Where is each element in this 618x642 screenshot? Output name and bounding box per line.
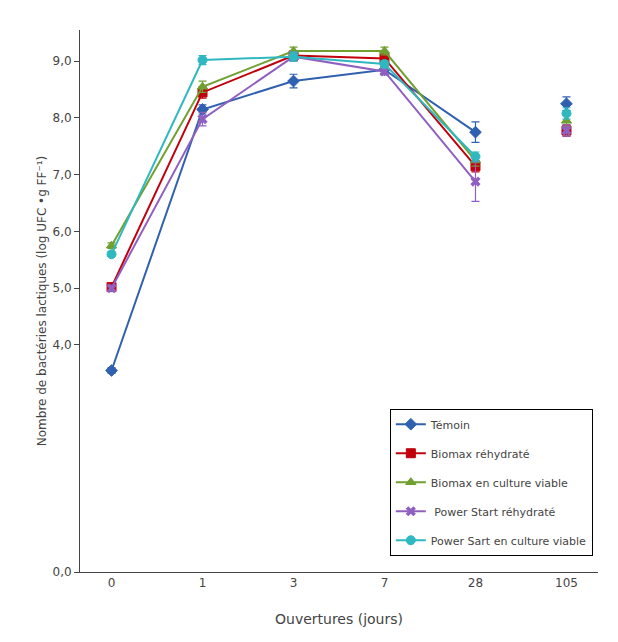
svg-text:Power Start réhydraté: Power Start réhydraté [431,506,556,519]
svg-text:7: 7 [381,576,389,590]
svg-text:0,0: 0,0 [53,565,72,579]
svg-text:1: 1 [199,576,207,590]
svg-text:5,0: 5,0 [53,281,72,295]
svg-text:Biomax réhydraté: Biomax réhydraté [431,448,530,461]
svg-text:105: 105 [555,576,578,590]
svg-text:0: 0 [108,576,116,590]
svg-text:8,0: 8,0 [53,111,72,125]
svg-text:Power Sart en culture viable: Power Sart en culture viable [431,535,586,548]
svg-text:9,0: 9,0 [53,54,72,68]
svg-text:Biomax en culture viable: Biomax en culture viable [431,477,568,490]
svg-text:Ouvertures (jours): Ouvertures (jours) [275,611,403,627]
svg-text:4,0: 4,0 [53,338,72,352]
svg-text:6,0: 6,0 [53,225,72,239]
svg-text:3: 3 [290,576,298,590]
svg-text:7,0: 7,0 [53,168,72,182]
svg-text:28: 28 [468,576,483,590]
svg-text:Nombre de bactéries lactiques: Nombre de bactéries lactiques (log UFC •… [35,156,49,446]
svg-text:Témoin: Témoin [430,419,470,432]
